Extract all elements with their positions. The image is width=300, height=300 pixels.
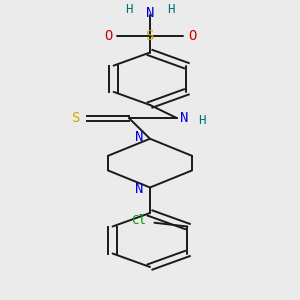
Text: Cl: Cl [131, 214, 146, 227]
Text: N: N [180, 111, 188, 125]
Text: S: S [72, 111, 80, 125]
Text: N: N [135, 182, 143, 197]
Text: N: N [135, 130, 143, 144]
Text: N: N [146, 6, 154, 20]
Text: H: H [125, 3, 133, 16]
Text: O: O [188, 28, 196, 43]
Text: O: O [104, 28, 112, 43]
Text: H: H [199, 114, 206, 127]
Text: S: S [146, 28, 154, 43]
Text: H: H [167, 3, 175, 16]
